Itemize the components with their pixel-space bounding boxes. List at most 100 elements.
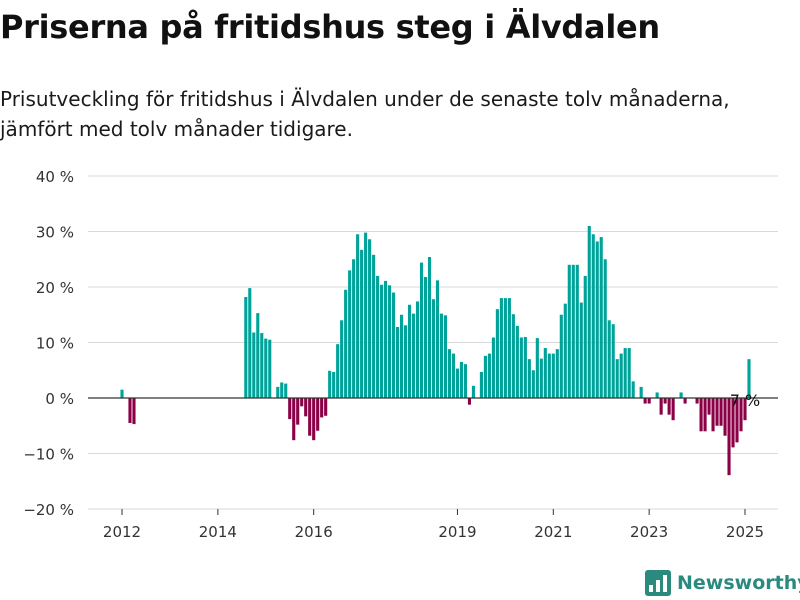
bar	[356, 234, 360, 398]
bar	[743, 398, 747, 421]
bar	[515, 325, 519, 398]
y-tick-label: 40 %	[36, 168, 74, 186]
bar	[695, 398, 699, 404]
bar	[747, 359, 751, 398]
bar	[252, 332, 256, 398]
bar	[411, 313, 416, 398]
bar	[535, 338, 539, 398]
bar	[623, 348, 627, 398]
bar	[443, 315, 448, 398]
bar	[415, 301, 420, 398]
y-tick-label: 20 %	[36, 279, 74, 297]
bar	[511, 314, 515, 398]
y-axis-ticks: −20 % −10 % 0 % 10 % 20 % 30 % 40 %	[23, 168, 74, 519]
bar	[316, 398, 320, 431]
bar	[487, 353, 491, 398]
bar	[280, 382, 284, 398]
bar	[591, 234, 595, 398]
bar	[503, 298, 507, 398]
bar	[523, 336, 527, 398]
x-tick-label: 2019	[438, 523, 476, 541]
chart-subtitle: Prisutveckling för fritidshus i Älvdalen…	[0, 87, 730, 141]
x-tick-label: 2023	[630, 523, 668, 541]
bar	[479, 371, 483, 398]
bar	[392, 292, 396, 398]
bar	[407, 304, 412, 398]
y-tick-label: −20 %	[23, 501, 74, 519]
bar	[336, 344, 340, 398]
bar	[463, 364, 468, 398]
bar	[284, 383, 288, 398]
brand-logo: Newsworthy	[645, 570, 800, 596]
bar	[312, 398, 316, 441]
bar	[547, 353, 551, 398]
bar	[380, 284, 384, 398]
bar	[527, 359, 531, 398]
bar	[703, 398, 707, 432]
bar	[328, 370, 332, 398]
bar	[364, 232, 368, 398]
x-tick-label: 2021	[534, 523, 572, 541]
bar	[368, 239, 372, 398]
y-tick-label: 30 %	[36, 224, 74, 242]
bar	[603, 259, 607, 398]
bar	[403, 325, 408, 398]
x-tick-label: 2025	[726, 523, 764, 541]
bar	[659, 398, 663, 415]
bar	[423, 277, 428, 398]
bar	[519, 337, 523, 398]
bar	[711, 398, 715, 432]
bar	[671, 398, 675, 421]
bar	[723, 398, 727, 436]
bar	[739, 398, 743, 432]
bar	[344, 289, 348, 398]
bar	[531, 370, 535, 398]
bar	[647, 398, 651, 404]
bar	[731, 398, 735, 448]
bar	[459, 361, 464, 398]
newsworthy-logo-icon	[645, 570, 671, 596]
bar	[579, 302, 583, 398]
bar	[304, 398, 308, 417]
bar	[455, 368, 460, 398]
annotations: 7 %	[730, 391, 760, 410]
bar	[471, 385, 475, 398]
bar	[679, 392, 683, 398]
bar	[543, 348, 547, 398]
bar	[300, 398, 304, 407]
grid-lines	[88, 175, 778, 510]
bar	[495, 309, 499, 398]
chart-title: Priserna på fritidshus steg i Älvdalen	[0, 8, 660, 46]
bar	[439, 313, 444, 398]
bar	[719, 398, 723, 426]
bar	[268, 339, 272, 398]
bar	[539, 358, 543, 398]
bar	[611, 324, 615, 398]
bar	[324, 398, 328, 416]
bar	[639, 386, 643, 398]
bar	[643, 398, 647, 404]
x-tick-label: 2016	[295, 523, 333, 541]
bar	[348, 270, 352, 398]
bar	[583, 275, 587, 398]
bar	[248, 288, 252, 398]
bar	[655, 392, 659, 398]
bar	[575, 264, 579, 398]
bar	[599, 237, 603, 398]
bar	[427, 257, 432, 398]
y-tick-label: 10 %	[36, 335, 74, 353]
bar	[571, 264, 575, 398]
x-axis-ticks: 2012 2014 2016 2019 2021 2023 2025	[103, 509, 764, 541]
bar	[491, 337, 495, 398]
bar	[451, 353, 456, 398]
bar	[683, 398, 687, 404]
bar	[567, 264, 571, 398]
bar	[292, 398, 296, 441]
y-tick-label: 0 %	[45, 390, 74, 408]
bar	[435, 280, 440, 398]
bar	[447, 349, 452, 398]
bar	[256, 313, 260, 398]
bar	[615, 359, 619, 398]
bar	[264, 338, 268, 398]
bar	[595, 241, 599, 398]
